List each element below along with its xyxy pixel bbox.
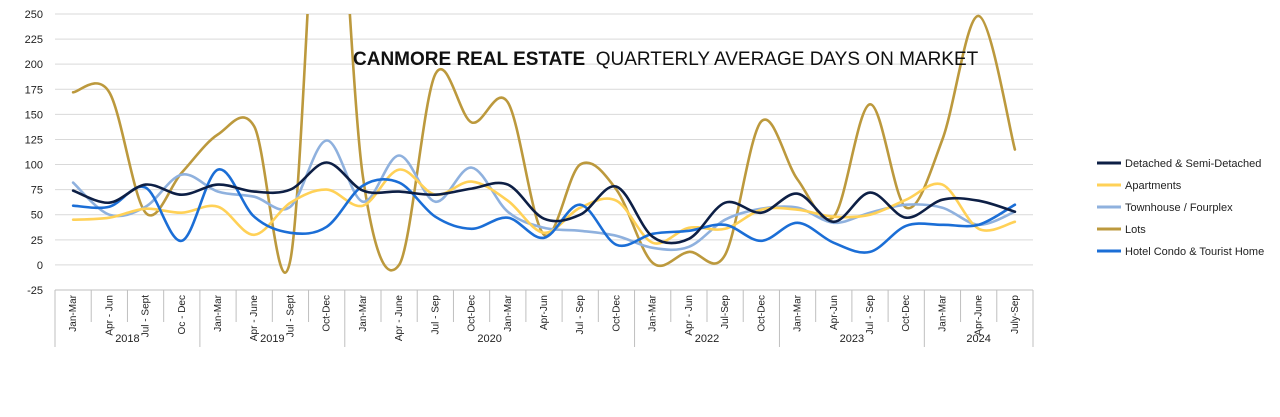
y-tick-label: 250 <box>25 9 43 21</box>
series-line-1 <box>71 168 1017 245</box>
x-tick-label: Jan-Mar <box>68 294 79 331</box>
y-tick-label: 125 <box>25 134 43 146</box>
y-tick-label: 150 <box>25 109 43 121</box>
x-tick-label: Apr-Jun <box>829 295 840 330</box>
year-label: 2019 <box>260 333 284 345</box>
x-tick-label: Jan-Mar <box>503 294 514 331</box>
y-tick-label: 75 <box>31 185 43 197</box>
x-tick-label: Apr - June <box>249 295 260 342</box>
x-tick-label: Jul - Sep <box>575 295 586 335</box>
x-tick-label: Jan-Mar <box>648 294 659 331</box>
x-tick-label: Apr-Jun <box>539 295 550 330</box>
x-tick-label: Oct-Dec <box>467 295 478 332</box>
y-tick-label: 175 <box>25 84 43 96</box>
x-tick-label: Apr - Jun <box>684 295 695 336</box>
series-line-2 <box>71 139 1017 252</box>
legend: Detached & Semi-Detached Apartments Townho… <box>1097 158 1264 258</box>
legend-label: Townhouse / Fourplex <box>1125 202 1233 214</box>
x-tick-label: Jul-Sep <box>720 295 731 329</box>
series-line-4 <box>71 168 1017 254</box>
year-label: 2020 <box>477 333 501 345</box>
x-tick-label: Jul - Sept <box>285 295 296 337</box>
x-axis: Jan-Mar Apr - Jun Jul - Sept Oc - Dec Jan-Ma… <box>54 289 1034 347</box>
x-tick-label: July-Sep <box>1010 295 1021 334</box>
x-tick-label: Oct-Dec <box>901 295 912 332</box>
x-tick-label: Apr - June <box>394 295 405 342</box>
y-axis: -25 0 25 50 75 100 125 150 175 200 225 250 <box>25 9 43 297</box>
x-tick-label: Jul - Sep <box>865 295 876 335</box>
x-tick-label: Jan-Mar <box>358 294 369 331</box>
legend-label: Lots <box>1125 224 1146 236</box>
series-line-0 <box>71 161 1017 245</box>
x-tick-label: Oct-Dec <box>611 295 622 332</box>
title-rest: QUARTERLY AVERAGE DAYS ON MARKET <box>596 49 979 70</box>
x-tick-label: Apr - Jun <box>104 295 115 336</box>
legend-label: Detached & Semi-Detached <box>1125 158 1261 170</box>
legend-label: Apartments <box>1125 180 1182 192</box>
x-tick-label: Oct-Dec <box>322 295 333 332</box>
y-tick-label: 0 <box>37 260 43 272</box>
x-tick-label: Jan-Mar <box>793 294 804 331</box>
x-tick-label: Jul - Sept <box>141 295 152 337</box>
gridlines <box>55 13 1033 291</box>
y-tick-label: 25 <box>31 235 43 247</box>
y-tick-label: 225 <box>25 34 43 46</box>
year-label: 2024 <box>966 333 990 345</box>
legend-label: Hotel Condo & Tourist Home <box>1125 246 1264 258</box>
x-tick-label: Jul - Sep <box>430 295 441 335</box>
chart-title: CANMORE REAL ESTATE QUARTERLY AVERAGE DA… <box>353 49 979 70</box>
year-label: 2018 <box>115 333 139 345</box>
x-tick-label: Jan-Mar <box>213 294 224 331</box>
y-tick-label: -25 <box>27 285 43 297</box>
year-label: 2023 <box>840 333 864 345</box>
y-tick-label: 200 <box>25 59 43 71</box>
x-tick-label: Jan-Mar <box>937 294 948 331</box>
title-bold: CANMORE REAL ESTATE <box>353 49 585 70</box>
y-tick-label: 100 <box>25 160 43 172</box>
x-tick-label: Oc - Dec <box>177 295 188 334</box>
series-lines <box>71 14 1017 274</box>
series-line-3 <box>71 14 1017 274</box>
x-tick-label: Apr-June <box>974 295 985 336</box>
y-tick-label: 50 <box>31 210 43 222</box>
x-tick-label: Oct-Dec <box>756 295 767 332</box>
svg-text:CANMORE REAL ESTATE QUAR: CANMORE REAL ESTATE QUARTERLY AVERAGE DA… <box>353 49 979 70</box>
year-label: 2022 <box>695 333 719 345</box>
